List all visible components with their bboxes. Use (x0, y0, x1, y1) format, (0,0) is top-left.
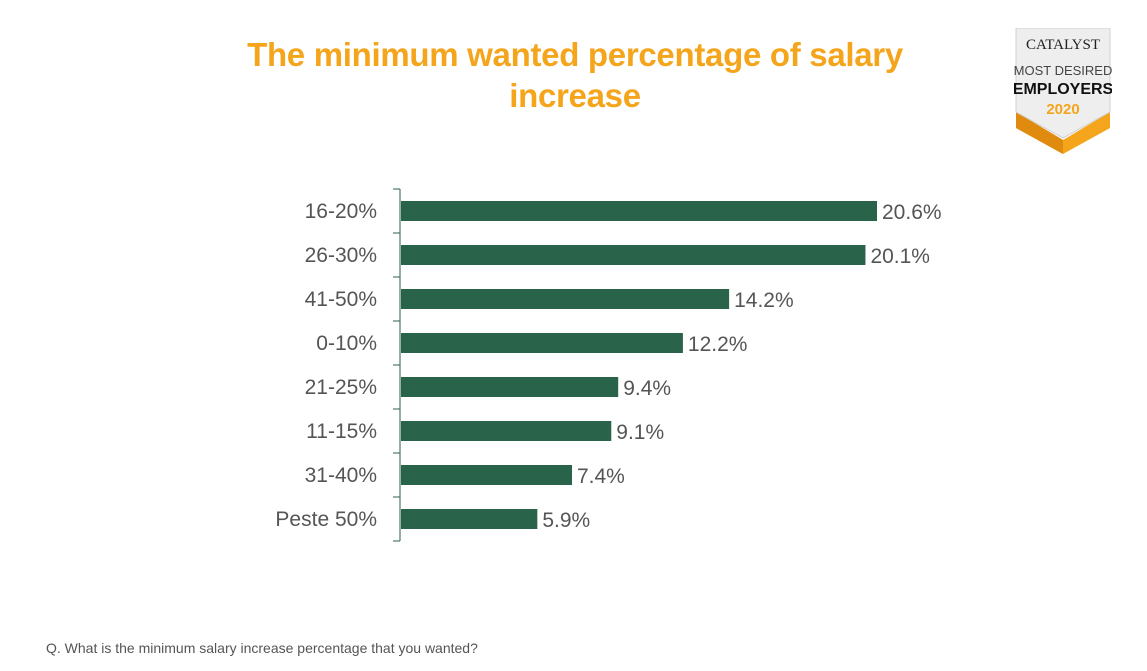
value-label: 20.6% (882, 201, 942, 224)
bar (401, 201, 877, 221)
badge-line2: EMPLOYERS (1014, 81, 1112, 98)
category-label: 0-10% (316, 332, 377, 355)
category-label: 41-50% (305, 288, 377, 311)
category-label: 21-25% (305, 376, 377, 399)
value-label: 9.4% (623, 377, 671, 400)
value-label: 12.2% (688, 333, 748, 356)
bar (401, 465, 572, 485)
bar (401, 377, 619, 397)
footnote: Q. What is the minimum salary increase p… (46, 640, 478, 656)
value-label: 9.1% (616, 421, 664, 444)
chart-title: The minimum wanted percentage of salary … (247, 36, 903, 114)
bar (401, 289, 730, 309)
category-label: 16-20% (305, 200, 377, 223)
bar (401, 421, 612, 441)
category-label: Peste 50% (275, 508, 377, 531)
bar (401, 333, 683, 353)
category-label: 26-30% (305, 244, 377, 267)
badge-line1: MOST DESIRED (1014, 63, 1112, 78)
value-label: 20.1% (870, 245, 930, 268)
badge-brand: CATALYST (1026, 37, 1100, 53)
value-label: 5.9% (542, 509, 590, 532)
value-label: 14.2% (734, 289, 794, 312)
category-label: 11-15% (306, 420, 377, 443)
value-label: 7.4% (577, 465, 625, 488)
badge-ribbon-dark (1016, 112, 1063, 154)
catalyst-badge: CATALYST MOST DESIRED EMPLOYERS 2020 (1014, 28, 1112, 154)
bar (401, 245, 866, 265)
category-label: 31-40% (305, 464, 377, 487)
badge-shield (1015, 28, 1111, 139)
bar (401, 509, 538, 529)
badge-year: 2020 (1046, 101, 1079, 118)
